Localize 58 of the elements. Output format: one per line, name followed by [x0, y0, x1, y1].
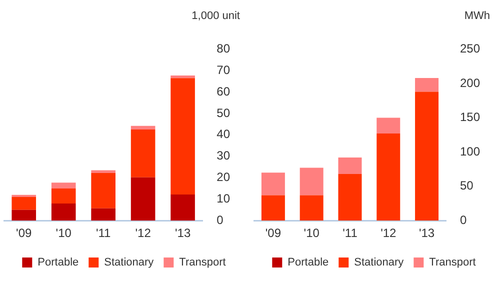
y-tick-label: 60 — [216, 84, 230, 98]
y-axis-title: MWh — [464, 10, 490, 22]
bar — [91, 170, 116, 174]
bar — [51, 188, 76, 204]
x-tick-label: '13 — [418, 226, 435, 240]
bar — [51, 203, 76, 221]
legend-label: Stationary — [354, 256, 404, 269]
x-tick-label: '13 — [174, 226, 191, 240]
bar — [261, 195, 285, 221]
bar — [300, 195, 324, 221]
y-tick-label: 10 — [216, 191, 230, 206]
x-tick-label: '09 — [265, 226, 282, 240]
y-tick-label: 150 — [460, 110, 480, 124]
y-tick-label: 80 — [216, 42, 230, 56]
legend-label: Transport — [429, 256, 476, 269]
y-tick-label: 0 — [216, 212, 224, 227]
bar — [130, 130, 156, 178]
bar — [170, 76, 195, 78]
bar — [376, 118, 400, 134]
legend-label: Portable — [38, 256, 79, 269]
bar — [376, 134, 400, 221]
bar — [91, 208, 116, 221]
legend-label: Transport — [179, 256, 226, 269]
bar — [300, 168, 324, 196]
bar — [130, 126, 156, 130]
bar — [12, 194, 36, 198]
bar — [338, 158, 362, 174]
x-tick-label: '09 — [16, 226, 32, 240]
y-tick-label: 20 — [216, 170, 230, 184]
bar — [261, 172, 285, 196]
x-tick-label: '12 — [380, 226, 397, 240]
y-tick-label: 250 — [460, 42, 480, 56]
y-tick-label: 200 — [460, 76, 480, 90]
bar — [91, 173, 116, 208]
y-tick-label: 0 — [460, 212, 467, 227]
y-tick-label: 50 — [216, 106, 230, 120]
y-tick-label: 70 — [216, 62, 230, 77]
x-tick-label: '11 — [342, 226, 358, 240]
bar — [170, 78, 195, 194]
bar — [51, 182, 76, 188]
legend-label: Portable — [288, 256, 329, 269]
bar — [338, 174, 362, 221]
bar — [415, 78, 439, 92]
x-tick-label: '11 — [96, 226, 112, 240]
x-tick-label: '10 — [304, 226, 320, 240]
y-tick-label: 30 — [216, 148, 230, 163]
bar — [415, 92, 439, 221]
bar — [12, 210, 36, 221]
y-tick-label: 50 — [460, 178, 474, 193]
x-tick-label: '12 — [135, 226, 152, 240]
x-tick-label: '10 — [56, 226, 72, 240]
y-axis-title: 1,000 unit — [192, 10, 240, 22]
bar — [130, 177, 156, 221]
y-tick-label: 40 — [216, 127, 230, 142]
legend-label: Stationary — [104, 256, 154, 269]
bar — [12, 197, 36, 210]
bar — [170, 194, 195, 221]
y-tick-label: 100 — [460, 144, 480, 158]
